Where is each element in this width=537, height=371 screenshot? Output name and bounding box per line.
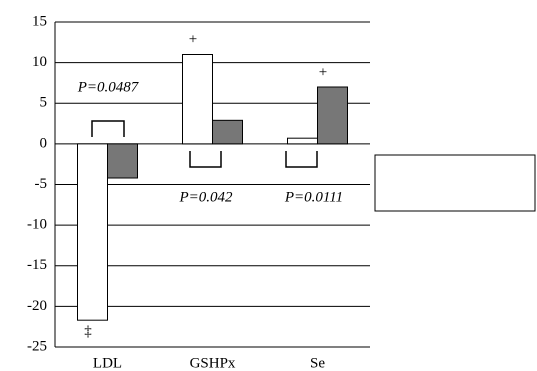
bar bbox=[287, 137, 318, 145]
y-tick-label: 10 bbox=[32, 54, 47, 70]
bar bbox=[107, 143, 138, 179]
x-tick-label: Se bbox=[310, 355, 325, 371]
y-tick-label: -5 bbox=[35, 176, 48, 192]
y-tick-label: 5 bbox=[40, 95, 48, 111]
annotation: + bbox=[319, 64, 327, 80]
y-tick-label: -20 bbox=[27, 298, 47, 314]
annotation: ‡ bbox=[84, 323, 92, 339]
bracket bbox=[189, 151, 222, 168]
bar bbox=[77, 143, 108, 321]
legend bbox=[374, 154, 536, 212]
annotation: P=0.042 bbox=[178, 189, 233, 205]
bar bbox=[212, 119, 243, 145]
plot: -25 -20 -15 -10 -5 0 5 10 15 LDL GSHPx Se P=0.0487 P=… bbox=[27, 13, 486, 371]
y-tick-label: -25 bbox=[27, 338, 47, 354]
brackets bbox=[91, 120, 318, 168]
x-tick-label: LDL bbox=[93, 355, 122, 371]
y-tick-label: 15 bbox=[32, 13, 47, 29]
bar bbox=[182, 54, 213, 145]
bracket bbox=[285, 151, 318, 168]
annotation: P=0.0487 bbox=[77, 79, 140, 95]
annotation: + bbox=[189, 31, 197, 47]
y-tick-label: -10 bbox=[27, 217, 47, 233]
annotation: P=0.0111 bbox=[284, 189, 343, 205]
y-tick-label: 0 bbox=[40, 135, 48, 151]
y-tick-label: -15 bbox=[27, 257, 47, 273]
bracket bbox=[91, 120, 125, 137]
bar bbox=[317, 86, 348, 145]
x-tick-label: GSHPx bbox=[190, 355, 236, 371]
